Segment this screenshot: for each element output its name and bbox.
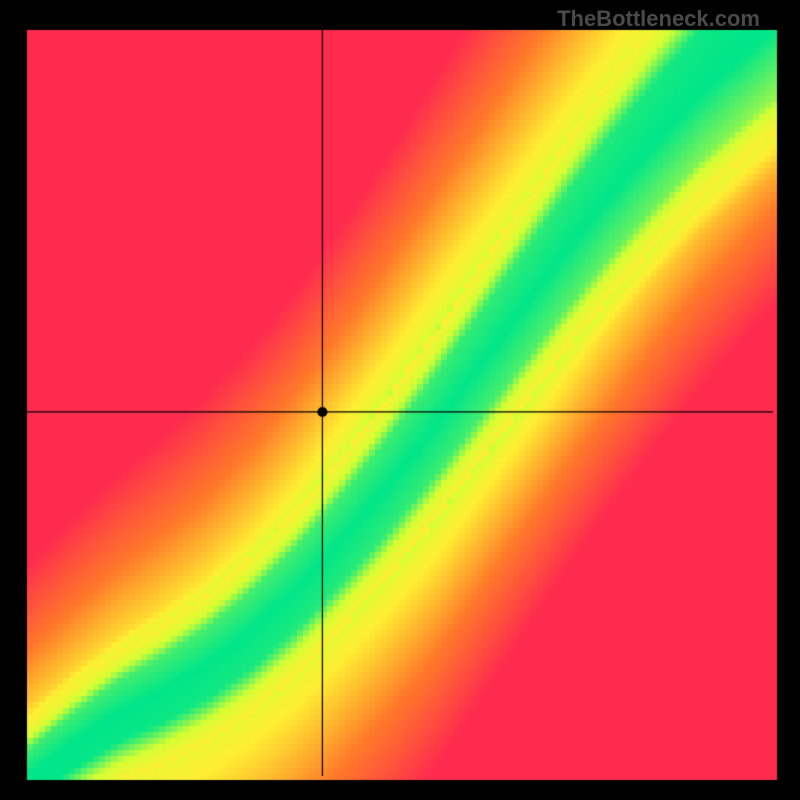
chart-container: TheBottleneck.com <box>0 0 800 800</box>
watermark-text: TheBottleneck.com <box>557 6 760 32</box>
heatmap-canvas <box>0 0 800 800</box>
